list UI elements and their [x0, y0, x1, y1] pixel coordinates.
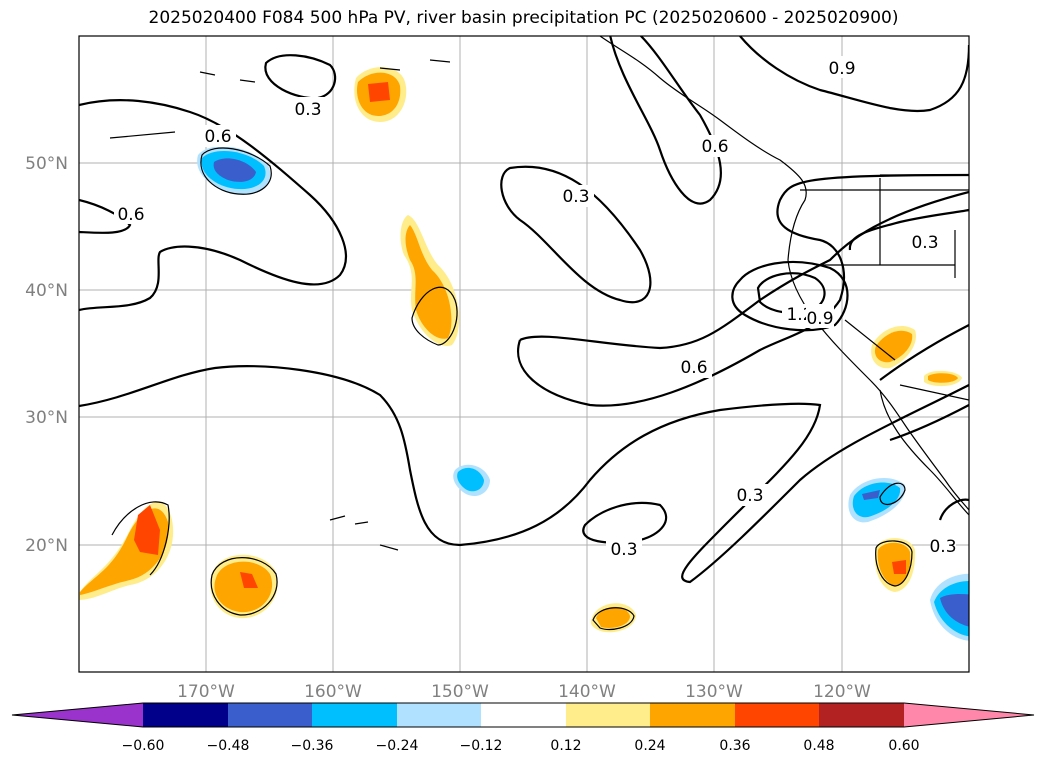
lat-tick-label: 30°N — [25, 408, 68, 428]
lat-tick-labels: 50°N 40°N 30°N 20°N — [25, 154, 68, 556]
lon-tick-label: 150°W — [431, 682, 489, 702]
colorbar-bin — [904, 703, 1034, 727]
lon-tick-label: 170°W — [177, 682, 235, 702]
colorbar-tick-label: 0.36 — [719, 738, 750, 754]
lat-tick-label: 50°N — [25, 154, 68, 174]
lon-tick-label: 130°W — [685, 682, 743, 702]
colorbar-bin — [143, 703, 228, 727]
contour-label: 0.3 — [736, 486, 763, 506]
colorbar-tick-label: −0.12 — [460, 738, 503, 754]
lon-tick-label: 160°W — [304, 682, 362, 702]
colorbar-bin — [312, 703, 397, 727]
colorbar-tick-label: 0.24 — [634, 738, 665, 754]
colorbar-tick-label: 0.12 — [550, 738, 581, 754]
colorbar-bin — [481, 703, 566, 727]
coastlines — [109, 36, 969, 631]
lat-tick-label: 20°N — [25, 536, 68, 556]
precip-shading — [79, 67, 969, 641]
colorbar-tick-label: 0.48 — [803, 738, 834, 754]
colorbar-bin — [566, 703, 650, 727]
colorbar-tick-label: −0.60 — [122, 738, 165, 754]
colorbar-tick-label: −0.24 — [376, 738, 419, 754]
lon-tick-label: 120°W — [813, 682, 871, 702]
contour-label: 0.6 — [680, 358, 707, 378]
contour-label: 0.6 — [117, 205, 144, 225]
colorbar-bin — [228, 703, 312, 727]
contour-label: 0.3 — [562, 187, 589, 207]
lon-tick-labels: 170°W 160°W 150°W 140°W 130°W 120°W — [177, 682, 871, 702]
colorbar-tick-label: −0.36 — [291, 738, 334, 754]
colorbar-bin — [397, 703, 481, 727]
colorbar-bin — [650, 703, 735, 727]
colorbar-bin — [12, 703, 143, 727]
contour-label: 0.9 — [806, 309, 833, 329]
contour-label: 0.6 — [701, 137, 728, 157]
map-title: 2025020400 F084 500 hPa PV, river basin … — [148, 8, 899, 28]
contour-labels: 0.3 0.6 0.6 0.3 0.6 0.9 0.6 0.3 0.3 1.2 … — [114, 56, 957, 560]
pv-contours — [79, 36, 969, 584]
contour-label: 0.3 — [911, 233, 938, 253]
map-frame — [78, 35, 970, 673]
contour-label: 0.3 — [929, 537, 956, 557]
contour-label: 0.9 — [828, 59, 855, 79]
colorbar: −0.60 −0.48 −0.36 −0.24 −0.12 0.12 0.24 … — [11, 702, 1035, 754]
lat-tick-label: 40°N — [25, 281, 68, 301]
lon-tick-label: 140°W — [558, 682, 616, 702]
contour-label: 0.6 — [204, 127, 231, 147]
colorbar-tick-label: 0.60 — [888, 738, 919, 754]
colorbar-tick-label: −0.48 — [207, 738, 250, 754]
colorbar-bin — [735, 703, 819, 727]
colorbar-outline — [11, 702, 1035, 728]
colorbar-bin — [819, 703, 904, 727]
contour-label: 0.3 — [294, 100, 321, 120]
contour-label: 0.3 — [610, 540, 637, 560]
